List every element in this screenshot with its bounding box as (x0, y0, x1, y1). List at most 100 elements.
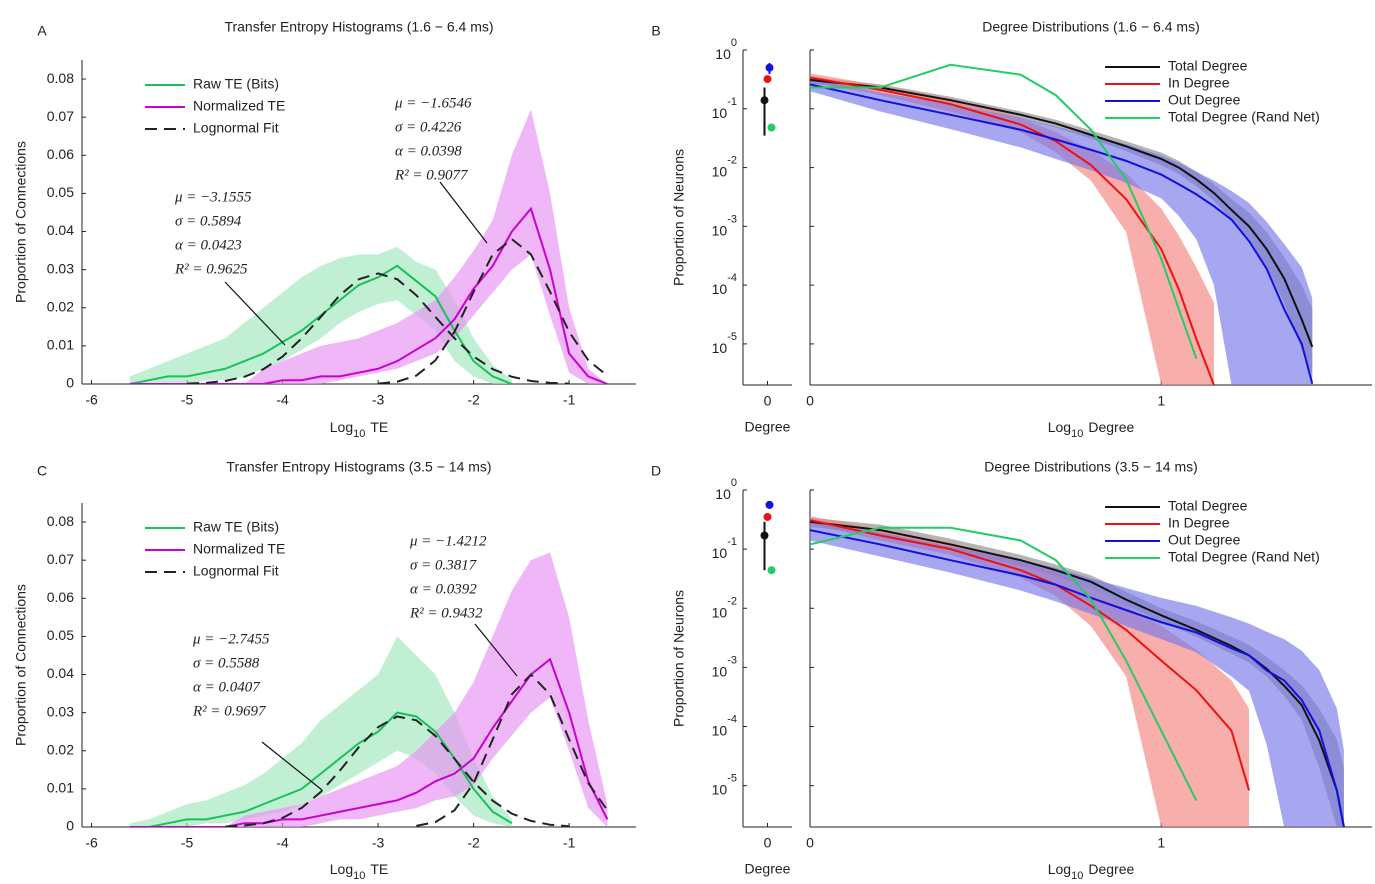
y-tick-label: 0.04 (47, 665, 74, 681)
y-tick-base: 10 (715, 46, 731, 62)
band (129, 552, 608, 827)
chart-title: Transfer Entropy Histograms (1.6 − 6.4 m… (224, 19, 493, 35)
y-tick-label: 10-1 (712, 536, 737, 561)
annotation: α = 0.0423 (175, 237, 242, 253)
x-axis-label-sub: 10 (353, 870, 365, 882)
y-tick-label: 10-3 (712, 654, 737, 679)
x-axis-label: Log10 TE (330, 419, 389, 440)
x-axis-label-part: Log (330, 861, 353, 877)
line (129, 206, 608, 384)
legend-label: Total Degree (Rand Net) (1168, 549, 1320, 565)
x-axis-label-part: Log (1048, 419, 1071, 435)
y-tick-base: 10 (712, 163, 728, 179)
y-tick-base: 10 (712, 722, 728, 738)
x-tick-label: 0 (806, 835, 814, 851)
plot-area (810, 63, 1314, 385)
annotation: α = 0.0398 (395, 143, 462, 159)
panel-letter: D (651, 463, 661, 479)
annotation-pointer (261, 741, 323, 791)
y-tick-base: 10 (712, 545, 728, 561)
panel-letter: C (37, 463, 47, 479)
legend-label: Normalized TE (193, 541, 285, 557)
line (810, 78, 1314, 348)
mean-point (767, 566, 776, 575)
annotation: R² = 0.9625 (174, 261, 248, 277)
y-tick-base: 10 (712, 281, 728, 297)
panel-letter: A (37, 23, 47, 39)
band (810, 73, 1214, 385)
annotation: σ = 0.5588 (193, 655, 260, 671)
y-tick-exponent: -1 (727, 96, 737, 108)
x-tick-label: 0 (764, 393, 772, 409)
y-tick-label: 0.07 (47, 108, 74, 124)
legend-label: Total Degree (Rand Net) (1168, 109, 1320, 125)
annotation: R² = 0.9077 (394, 167, 469, 183)
y-tick-label: 0.05 (47, 184, 74, 200)
y-tick-label: 0.06 (47, 589, 74, 605)
annotation: μ = −2.7455 (192, 631, 270, 647)
x-axis-label: Log10 Degree (1048, 419, 1135, 440)
legend-label: Total Degree (1168, 498, 1248, 514)
x-axis-label: Log10 Degree (1048, 861, 1135, 882)
fit-line (378, 237, 608, 384)
x-tick-label: -4 (276, 835, 289, 851)
y-tick-exponent: -3 (727, 654, 737, 666)
y-tick-label: 0.04 (47, 222, 74, 238)
mean-point (767, 123, 776, 132)
legend-label: Normalized TE (193, 98, 285, 114)
y-tick-exponent: 0 (731, 37, 737, 49)
mean-point (760, 531, 769, 540)
y-tick-exponent: -1 (727, 536, 737, 548)
panel: C Transfer Entropy Histograms (3.5 − 14 m… (13, 459, 636, 882)
annotation-pointer (474, 623, 518, 677)
annotation: R² = 0.9697 (192, 703, 267, 719)
fit-line (416, 673, 609, 827)
line (810, 76, 1215, 385)
legend-label: Total Degree (1168, 58, 1248, 74)
annotation-pointer (439, 181, 488, 244)
panel: A Transfer Entropy Histograms (1.6 − 6.4 … (13, 19, 636, 440)
panel: D Degree Distributions (3.5 − 14 ms) Propo… (651, 459, 1372, 882)
fit-line (187, 272, 570, 384)
mean-point (763, 512, 772, 521)
y-tick-label: 0.06 (47, 146, 74, 162)
y-tick-label: 0.05 (47, 627, 74, 643)
legend-label: Out Degree (1168, 92, 1241, 108)
y-tick-exponent: -2 (727, 595, 737, 607)
y-tick-base: 10 (712, 663, 728, 679)
y-tick-label: 10-4 (712, 713, 737, 738)
inset-x-label: Degree (745, 419, 791, 435)
x-tick-label: -3 (372, 392, 385, 408)
legend-label: Raw TE (Bits) (193, 519, 279, 535)
y-tick-label: 10-2 (712, 595, 737, 620)
x-axis-label-part: TE (370, 861, 388, 877)
y-tick-label: 10-3 (712, 213, 737, 238)
band (129, 636, 512, 827)
x-tick-label: -6 (85, 835, 98, 851)
y-tick-label: 10-5 (712, 773, 737, 798)
legend-label: Out Degree (1168, 532, 1241, 548)
y-axis-label: Proportion of Connections (13, 141, 29, 303)
y-tick-label: 0.03 (47, 703, 74, 719)
annotation: σ = 0.5894 (175, 213, 242, 229)
annotation: σ = 0.3817 (410, 557, 478, 573)
y-tick-label: 0.08 (47, 70, 74, 86)
x-axis-label-part: Degree (1088, 419, 1134, 435)
x-axis-label-part: Degree (1088, 861, 1134, 877)
x-tick-label: -2 (467, 392, 480, 408)
y-tick-exponent: -5 (727, 773, 737, 785)
y-tick-exponent: -4 (727, 713, 737, 725)
plot-area (810, 516, 1345, 827)
fit-line (225, 715, 570, 827)
y-tick-base: 10 (712, 781, 728, 797)
y-tick-label: 10-5 (712, 331, 737, 356)
mean-point (765, 63, 774, 72)
y-tick-label: 10-2 (712, 154, 737, 179)
line (810, 529, 1345, 827)
x-tick-label: 1 (1157, 393, 1165, 409)
x-tick-label: -2 (467, 835, 480, 851)
y-tick-label: 0 (66, 818, 74, 834)
x-tick-label: 1 (1157, 835, 1165, 851)
y-tick-base: 10 (712, 104, 728, 120)
y-tick-label: 0 (66, 375, 74, 391)
